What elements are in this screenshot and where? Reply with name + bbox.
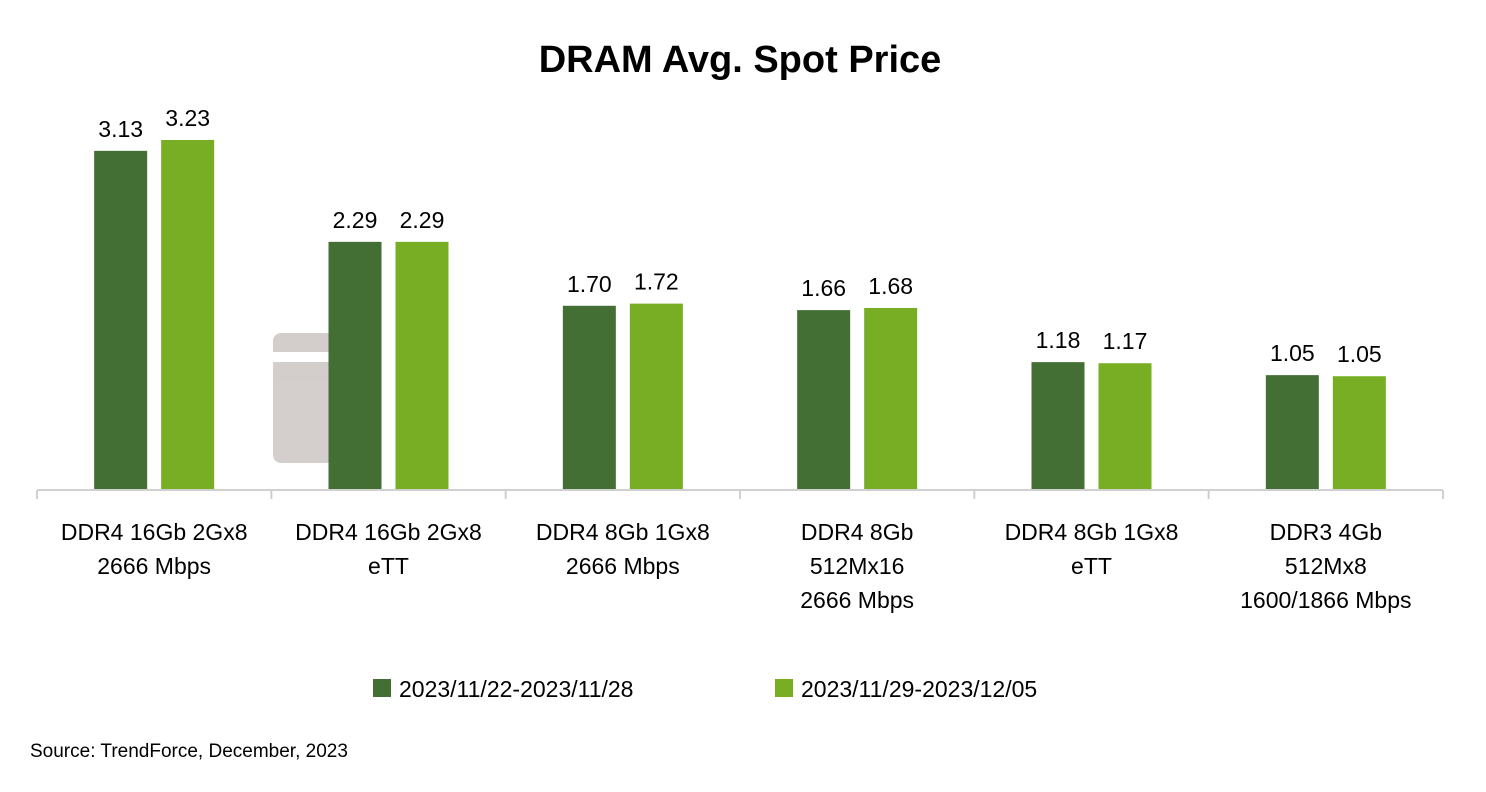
data-label: 1.17: [1103, 328, 1148, 354]
data-label: 1.05: [1337, 341, 1382, 367]
legend-label: 2023/11/29-2023/12/05: [801, 676, 1037, 702]
source-note: Source: TrendForce, December, 2023: [30, 741, 348, 762]
data-label: 3.23: [165, 105, 210, 131]
category-label: DDR3 4Gb 512Mx8 1600/1866 Mbps: [1240, 519, 1411, 613]
trendforce-watermark: [273, 333, 343, 463]
bar: [629, 303, 683, 490]
category-label: DDR4 8Gb 1Gx8 2666 Mbps: [536, 519, 710, 579]
data-label: 1.05: [1270, 340, 1315, 366]
bar: [161, 140, 215, 490]
data-label: 1.72: [634, 269, 679, 295]
bar: [864, 307, 918, 490]
legend-swatch: [373, 679, 391, 697]
data-label: 3.13: [98, 116, 143, 142]
legend-swatch: [775, 679, 793, 697]
data-label: 1.18: [1036, 327, 1081, 353]
data-label: 2.29: [400, 207, 445, 233]
category-label: DDR4 16Gb 2Gx8 eTT: [295, 519, 482, 579]
bar: [1332, 376, 1386, 490]
data-label: 1.68: [868, 273, 913, 299]
bar: [1265, 375, 1319, 490]
bar: [797, 310, 851, 490]
bar: [328, 241, 382, 490]
chart-title: DRAM Avg. Spot Price: [539, 39, 942, 81]
data-label: 2.29: [333, 207, 378, 233]
bar: [562, 305, 616, 490]
legend-label: 2023/11/22-2023/11/28: [399, 676, 633, 702]
bar: [1098, 363, 1152, 490]
category-label: DDR4 8Gb 512Mx16 2666 Mbps: [800, 519, 914, 613]
category-label: DDR4 8Gb 1Gx8 eTT: [1005, 519, 1179, 579]
category-label: DDR4 16Gb 2Gx8 2666 Mbps: [61, 519, 248, 579]
bar: [1031, 362, 1085, 490]
bar: [395, 241, 449, 490]
data-label: 1.70: [567, 271, 612, 297]
bar: [94, 150, 148, 490]
data-label: 1.66: [801, 275, 846, 301]
